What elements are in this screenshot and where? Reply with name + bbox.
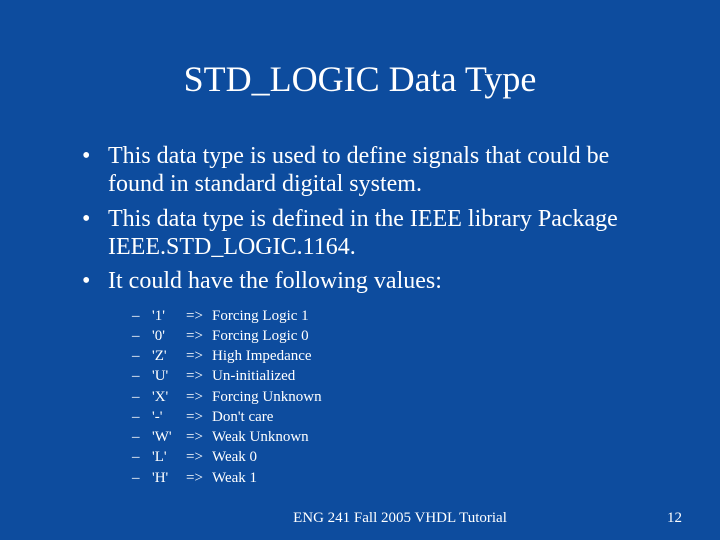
sub-bullet-marker: –: [132, 346, 152, 366]
slide: STD_LOGIC Data Type • This data type is …: [0, 0, 720, 540]
sub-bullet-marker: –: [132, 326, 152, 346]
list-item: – 'X' => Forcing Unknown: [132, 387, 670, 407]
sub-bullet-marker: –: [132, 366, 152, 386]
arrow-icon: =>: [186, 407, 212, 427]
bullet-item: • It could have the following values:: [80, 267, 670, 295]
value-desc: Weak 1: [212, 468, 670, 488]
value-desc: Don't care: [212, 407, 670, 427]
list-item: – '1' => Forcing Logic 1: [132, 306, 670, 326]
sub-bullet-marker: –: [132, 407, 152, 427]
bullet-item: • This data type is used to define signa…: [80, 142, 670, 199]
bullet-item: • This data type is defined in the IEEE …: [80, 205, 670, 262]
arrow-icon: =>: [186, 306, 212, 326]
bullet-text: It could have the following values:: [108, 267, 670, 295]
value-code: '1': [152, 306, 186, 326]
sub-bullet-marker: –: [132, 427, 152, 447]
arrow-icon: =>: [186, 468, 212, 488]
arrow-icon: =>: [186, 387, 212, 407]
arrow-icon: =>: [186, 427, 212, 447]
values-list: – '1' => Forcing Logic 1 – '0' => Forcin…: [80, 302, 670, 488]
bullet-marker: •: [80, 142, 108, 199]
value-code: 'L': [152, 447, 186, 467]
value-desc: Weak Unknown: [212, 427, 670, 447]
sub-bullet-marker: –: [132, 387, 152, 407]
value-desc: High Impedance: [212, 346, 670, 366]
footer-center-text: ENG 241 Fall 2005 VHDL Tutorial: [0, 510, 720, 527]
bullet-marker: •: [80, 267, 108, 295]
list-item: – 'L' => Weak 0: [132, 447, 670, 467]
bullet-text: This data type is used to define signals…: [108, 142, 670, 199]
sub-bullet-marker: –: [132, 306, 152, 326]
slide-body: • This data type is used to define signa…: [0, 124, 720, 488]
sub-bullet-marker: –: [132, 447, 152, 467]
value-code: 'H': [152, 468, 186, 488]
value-desc: Forcing Logic 1: [212, 306, 670, 326]
list-item: – 'H' => Weak 1: [132, 468, 670, 488]
value-desc: Weak 0: [212, 447, 670, 467]
value-code: '-': [152, 407, 186, 427]
list-item: – 'U' => Un-initialized: [132, 366, 670, 386]
arrow-icon: =>: [186, 447, 212, 467]
value-desc: Un-initialized: [212, 366, 670, 386]
list-item: – '-' => Don't care: [132, 407, 670, 427]
slide-title: STD_LOGIC Data Type: [0, 0, 720, 124]
bullet-text: This data type is defined in the IEEE li…: [108, 205, 670, 262]
arrow-icon: =>: [186, 366, 212, 386]
value-code: 'X': [152, 387, 186, 407]
value-code: 'W': [152, 427, 186, 447]
value-code: 'Z': [152, 346, 186, 366]
list-item: – 'W' => Weak Unknown: [132, 427, 670, 447]
list-item: – 'Z' => High Impedance: [132, 346, 670, 366]
list-item: – '0' => Forcing Logic 0: [132, 326, 670, 346]
sub-bullet-marker: –: [132, 468, 152, 488]
value-code: 'U': [152, 366, 186, 386]
value-desc: Forcing Logic 0: [212, 326, 670, 346]
value-desc: Forcing Unknown: [212, 387, 670, 407]
arrow-icon: =>: [186, 326, 212, 346]
page-number: 12: [667, 510, 682, 527]
arrow-icon: =>: [186, 346, 212, 366]
bullet-marker: •: [80, 205, 108, 262]
value-code: '0': [152, 326, 186, 346]
